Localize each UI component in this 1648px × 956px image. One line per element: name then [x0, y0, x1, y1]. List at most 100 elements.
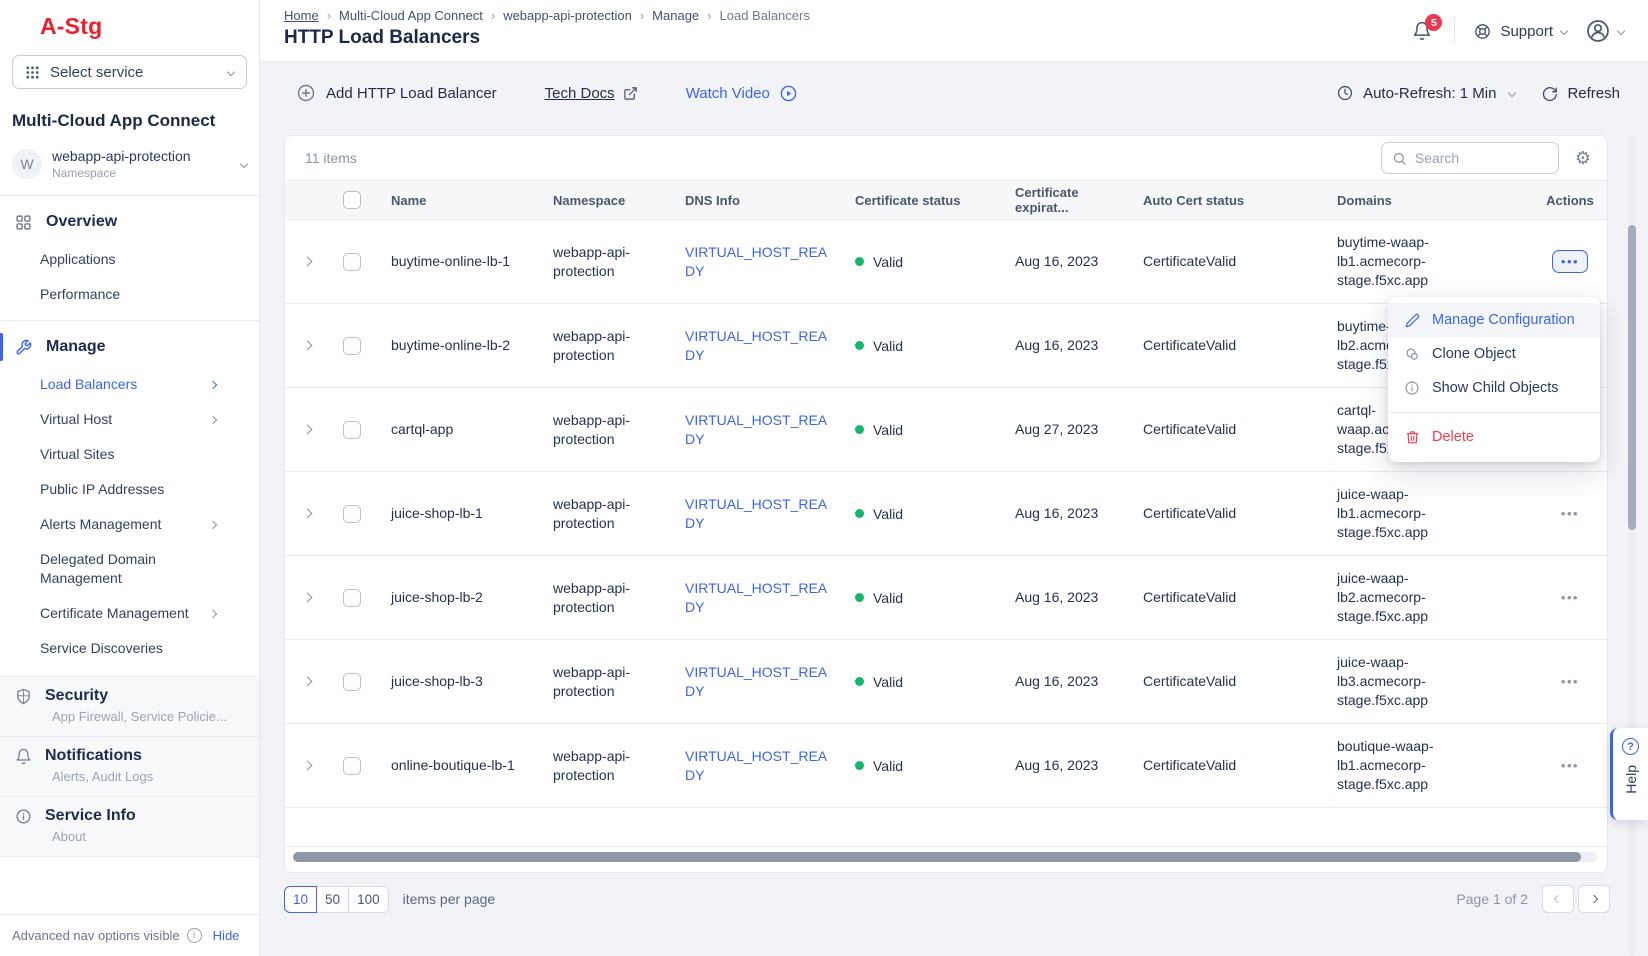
- row-checkbox[interactable]: [343, 672, 361, 691]
- items-per-page-option-100[interactable]: 100: [348, 885, 389, 913]
- sidebar-item-performance[interactable]: Performance: [40, 286, 121, 302]
- sidebar-item-security[interactable]: Security App Firewall, Service Policie..…: [0, 676, 259, 736]
- items-per-page-option-10[interactable]: 10: [284, 885, 318, 913]
- expand-row-chevron-icon[interactable]: [302, 676, 312, 687]
- vertical-scrollbar[interactable]: [1628, 135, 1636, 956]
- sidebar-item-virtual-sites[interactable]: Virtual Sites: [40, 446, 115, 462]
- sidebar-item-service-discoveries[interactable]: Service Discoveries: [40, 640, 163, 656]
- sidebar-item-public-ip-addresses[interactable]: Public IP Addresses: [40, 481, 165, 497]
- row-actions-button[interactable]: •••: [1552, 586, 1588, 609]
- info-icon: i: [186, 928, 202, 943]
- row-checkbox[interactable]: [343, 756, 361, 775]
- sidebar-item-alerts-management[interactable]: Alerts Management: [0, 507, 259, 542]
- support-label: Support: [1500, 22, 1553, 40]
- search-input[interactable]: [1414, 150, 1525, 166]
- table-row: juice-shop-lb-1 webapp-api-protection VI…: [285, 472, 1607, 556]
- row-actions-button[interactable]: •••: [1552, 670, 1588, 693]
- dns-info-link[interactable]: VIRTUAL_HOST_READY: [685, 663, 828, 699]
- expand-row-chevron-icon[interactable]: [302, 424, 312, 435]
- info-icon: [1403, 380, 1421, 396]
- support-menu[interactable]: Support: [1473, 22, 1569, 41]
- row-checkbox[interactable]: [343, 252, 361, 271]
- help-tab[interactable]: ? Help: [1610, 728, 1648, 820]
- dns-info-link[interactable]: VIRTUAL_HOST_READY: [685, 243, 828, 279]
- menu-item-clone-object[interactable]: Clone Object: [1388, 337, 1600, 371]
- watch-video-link[interactable]: Watch Video: [686, 84, 798, 103]
- page-title: HTTP Load Balancers: [284, 27, 481, 48]
- menu-item-delete[interactable]: Delete: [1388, 420, 1600, 454]
- play-circle-icon: [780, 85, 797, 101]
- dns-info-link[interactable]: VIRTUAL_HOST_READY: [685, 495, 828, 531]
- sidebar-item-overview[interactable]: Overview: [0, 202, 259, 242]
- dns-info-link[interactable]: VIRTUAL_HOST_READY: [685, 747, 828, 783]
- column-header-namespace: Namespace: [553, 192, 626, 208]
- expand-row-chevron-icon[interactable]: [302, 508, 312, 519]
- items-per-page-option-50[interactable]: 50: [316, 885, 350, 913]
- breadcrumb-item[interactable]: Home: [284, 8, 319, 23]
- expand-row-chevron-icon[interactable]: [302, 256, 312, 267]
- breadcrumb-item[interactable]: Manage: [652, 8, 700, 23]
- breadcrumb-separator-icon: ›: [326, 8, 332, 23]
- hide-link[interactable]: Hide: [212, 928, 240, 943]
- vertical-scrollbar-thumb[interactable]: [1628, 225, 1636, 530]
- pagination-bar: 10 50 100 items per page Page 1 of 2: [284, 884, 1610, 914]
- expand-row-chevron-icon[interactable]: [302, 592, 312, 603]
- horizontal-scrollbar[interactable]: [293, 852, 1597, 862]
- column-header-dns-info: DNS Info: [685, 192, 740, 208]
- certificate-expiration: Aug 16, 2023: [1015, 253, 1099, 269]
- certificate-expiration: Aug 16, 2023: [1015, 673, 1099, 689]
- dns-info-link[interactable]: VIRTUAL_HOST_READY: [685, 411, 828, 447]
- row-checkbox[interactable]: [343, 588, 361, 607]
- tech-docs-link[interactable]: Tech Docs: [545, 85, 638, 102]
- sidebar-item-virtual-host[interactable]: Virtual Host: [0, 402, 259, 437]
- divider: [0, 195, 259, 196]
- sidebar-item-load-balancers[interactable]: Load Balancers: [0, 367, 259, 402]
- row-actions-button[interactable]: •••: [1552, 754, 1588, 777]
- notifications-bell-button[interactable]: 5: [1408, 14, 1443, 45]
- dns-info-link[interactable]: VIRTUAL_HOST_READY: [685, 327, 828, 363]
- status-dot-icon: [855, 761, 864, 770]
- sidebar-item-applications[interactable]: Applications: [40, 251, 116, 267]
- row-actions-button[interactable]: •••: [1551, 250, 1589, 273]
- expand-row-chevron-icon[interactable]: [302, 760, 312, 771]
- sidebar-item-certificate-management[interactable]: Certificate Management: [0, 596, 259, 631]
- row-checkbox[interactable]: [343, 420, 361, 439]
- menu-item-show-child-objects[interactable]: Show Child Objects: [1388, 371, 1600, 405]
- breadcrumb-item[interactable]: Multi-Cloud App Connect: [339, 8, 483, 23]
- lb-namespace: webapp-api-protection: [553, 327, 631, 363]
- dns-info-link[interactable]: VIRTUAL_HOST_READY: [685, 579, 828, 615]
- lb-name: juice-shop-lb-2: [391, 589, 483, 605]
- chevron-right-icon: [208, 609, 218, 618]
- sidebar-item-manage[interactable]: Manage: [0, 327, 259, 367]
- table-settings-gear-icon[interactable]: ⚙: [1574, 148, 1591, 168]
- expand-row-chevron-icon[interactable]: [302, 340, 312, 351]
- select-all-checkbox[interactable]: [343, 191, 361, 209]
- add-http-load-balancer-button[interactable]: Add HTTP Load Balancer: [296, 83, 497, 103]
- refresh-button[interactable]: Refresh: [1541, 85, 1620, 102]
- row-checkbox[interactable]: [343, 336, 361, 355]
- breadcrumb-item[interactable]: webapp-api-protection: [503, 8, 632, 23]
- horizontal-scrollbar-thumb[interactable]: [293, 852, 1582, 862]
- account-menu[interactable]: [1585, 18, 1626, 44]
- previous-page-button[interactable]: [1542, 885, 1574, 913]
- row-actions-context-menu: Manage Configuration Clone Object Show Chi…: [1388, 297, 1600, 462]
- next-page-button[interactable]: [1578, 885, 1610, 913]
- auto-refresh-dropdown[interactable]: Auto-Refresh: 1 Min: [1336, 84, 1517, 102]
- sidebar-footer: Advanced nav options visible i Hide: [0, 914, 259, 956]
- breadcrumb-item[interactable]: Load Balancers: [719, 8, 810, 23]
- sidebar-item-service-info[interactable]: Service Info About: [0, 796, 259, 857]
- auto-cert-status: CertificateValid: [1143, 757, 1237, 773]
- select-service-dropdown[interactable]: Select service: [12, 55, 247, 89]
- product-title: Multi-Cloud App Connect: [12, 111, 216, 130]
- status-dot-icon: [855, 257, 864, 266]
- menu-item-manage-configuration[interactable]: Manage Configuration: [1388, 303, 1600, 337]
- row-actions-button[interactable]: •••: [1552, 502, 1588, 525]
- row-checkbox[interactable]: [343, 504, 361, 523]
- sidebar-item-notifications[interactable]: Notifications Alerts, Audit Logs: [0, 736, 259, 796]
- column-header-name: Name: [391, 192, 427, 208]
- table-search[interactable]: [1380, 142, 1559, 174]
- sidebar-item-delegated-domain-management[interactable]: Delegated Domain Management: [40, 551, 156, 586]
- lb-namespace: webapp-api-protection: [553, 579, 631, 615]
- namespace-selector[interactable]: W webapp-api-protection Namespace: [12, 148, 249, 180]
